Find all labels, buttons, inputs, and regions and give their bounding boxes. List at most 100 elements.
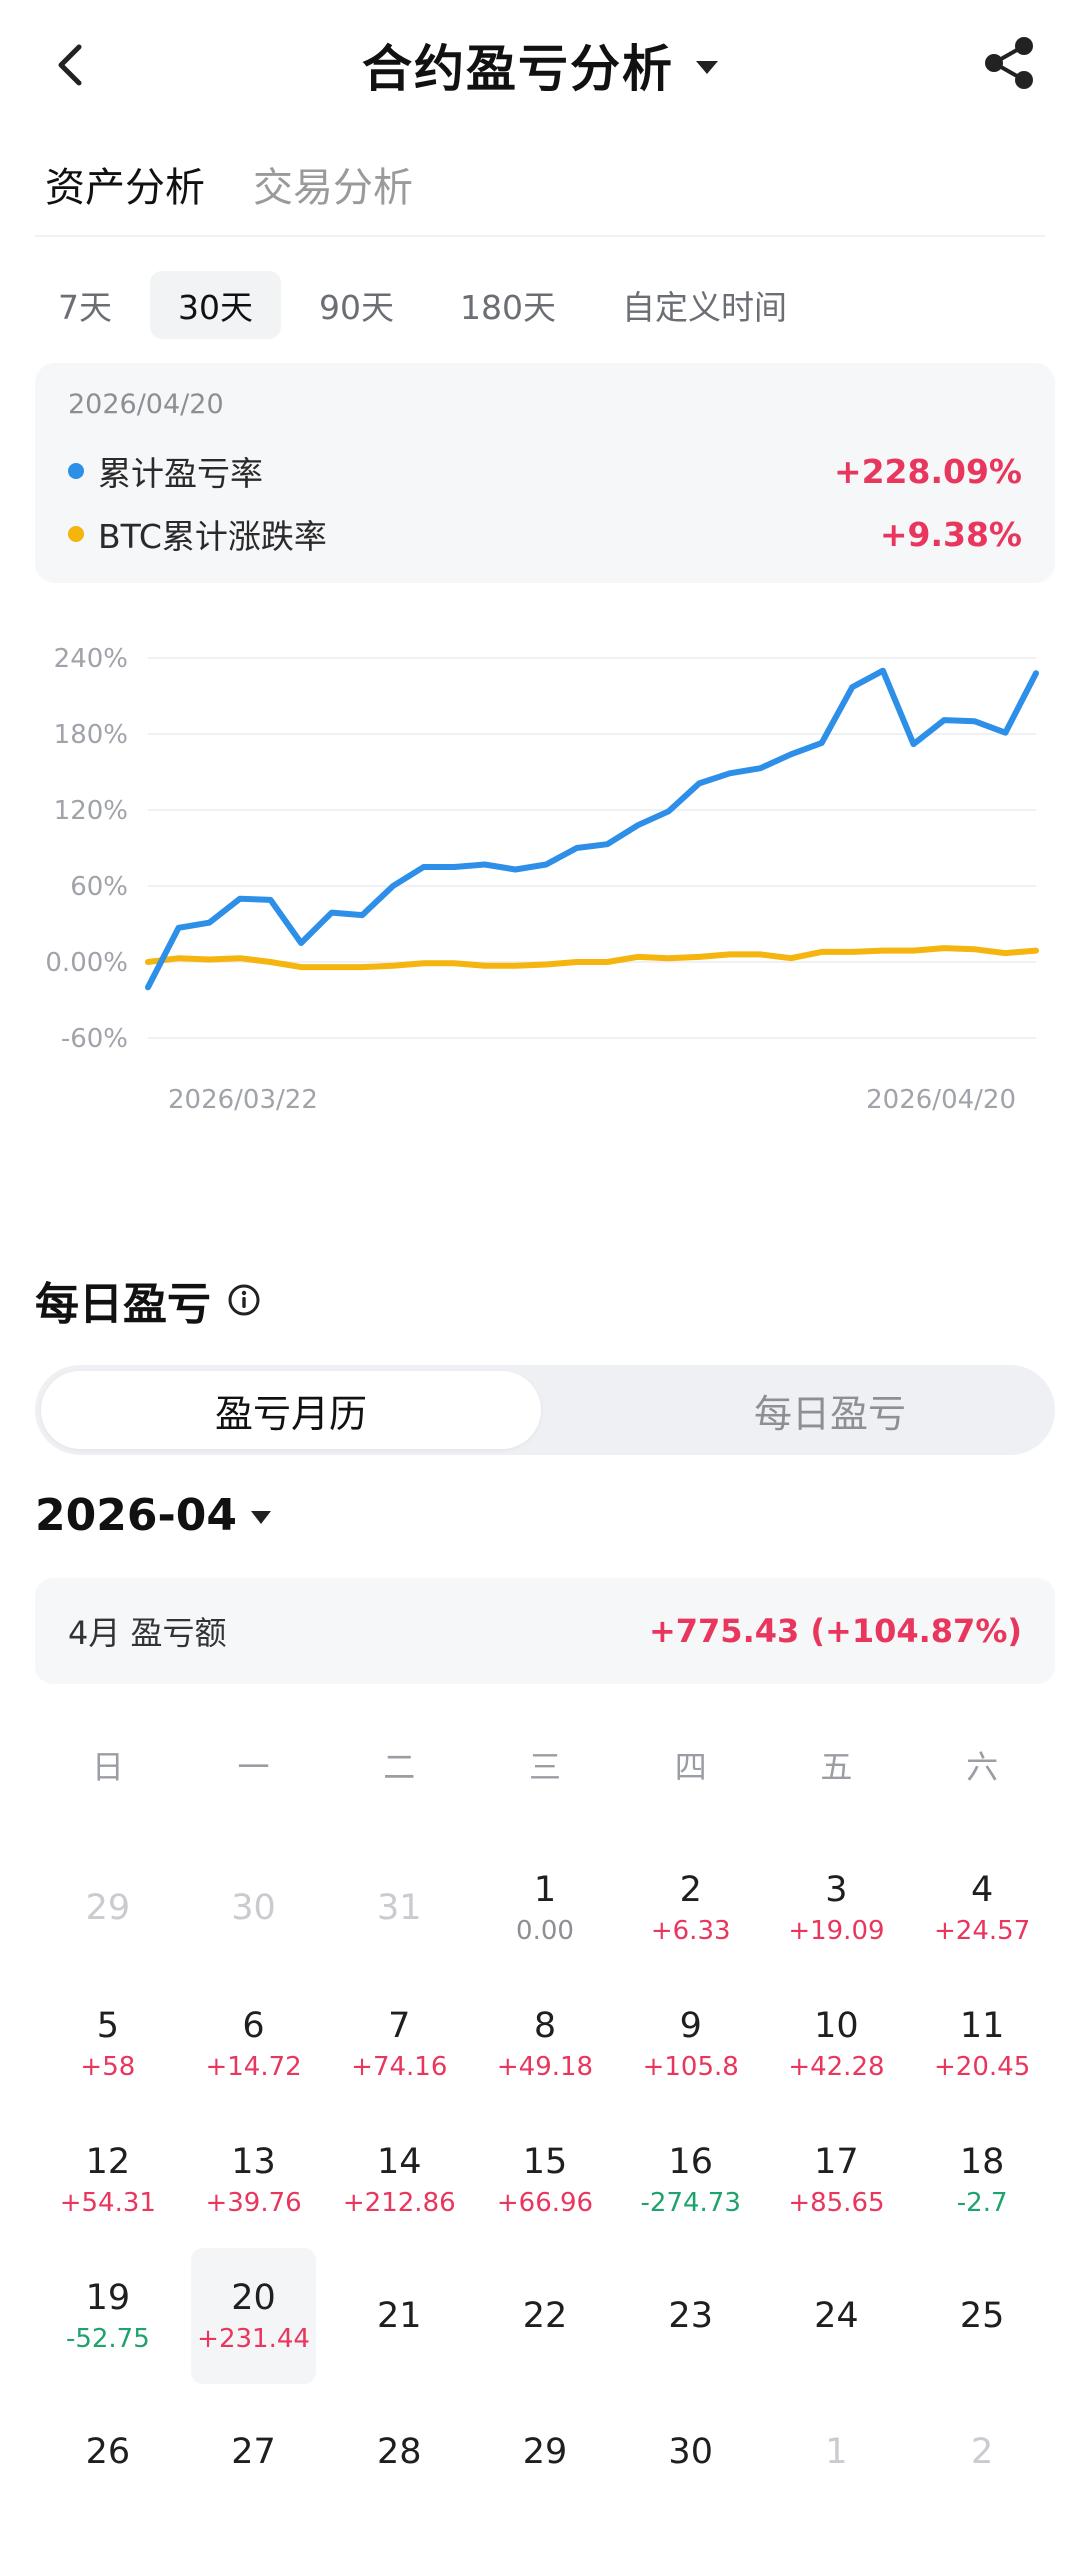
calendar-day[interactable]: 25: [919, 2248, 1045, 2384]
day-number: 6: [242, 2006, 265, 2046]
y-tick-label: 180%: [54, 720, 128, 750]
calendar-day[interactable]: 4 +24.57: [919, 1840, 1045, 1976]
calendar-day[interactable]: 3 +19.09: [774, 1840, 900, 1976]
day-number: 19: [85, 2278, 131, 2318]
calendar-day[interactable]: 5 +58: [45, 1976, 171, 2112]
weekday-label: 日: [91, 1748, 124, 1786]
tab-asset-analysis[interactable]: 资产分析: [45, 165, 205, 211]
calendar-day[interactable]: 13 +39.76: [191, 2112, 317, 2248]
day-number: 18: [959, 2142, 1005, 2182]
calendar-day: 1: [774, 2384, 900, 2520]
day-pnl: +212.86: [342, 2188, 456, 2218]
view-segmented-control: 盈亏月历 每日盈亏: [35, 1365, 1055, 1455]
day-pnl: +105.8: [642, 2052, 739, 2082]
summary-row-pnl: 累计盈亏率 +228.09%: [68, 446, 1022, 496]
calendar-day[interactable]: 7 +74.16: [336, 1976, 462, 2112]
calendar-day: 30: [191, 1840, 317, 1976]
day-pnl: +54.31: [59, 2188, 156, 2218]
calendar-day[interactable]: 19 -52.75: [45, 2248, 171, 2384]
day-number: 8: [533, 2006, 557, 2046]
calendar-day[interactable]: 9 +105.8: [628, 1976, 754, 2112]
period-30d[interactable]: 30天: [150, 271, 281, 339]
day-number: 22: [522, 2296, 568, 2336]
day-pnl: +42.28: [788, 2052, 885, 2082]
caret-down-icon: [696, 60, 718, 74]
calendar-day[interactable]: 26: [45, 2384, 171, 2520]
series-line-btc: [145, 945, 1039, 971]
day-number: 17: [814, 2142, 859, 2182]
y-tick-label: 120%: [54, 796, 128, 826]
month-selector[interactable]: 2026-04: [35, 1480, 271, 1550]
day-number: 12: [85, 2142, 131, 2182]
day-number: 31: [377, 1888, 422, 1928]
period-180d[interactable]: 180天: [460, 288, 556, 327]
period-custom[interactable]: 自定义时间: [622, 288, 787, 327]
back-button[interactable]: [40, 30, 100, 100]
day-pnl: +58: [80, 2052, 136, 2082]
calendar-day[interactable]: 14 +212.86: [336, 2112, 462, 2248]
day-pnl: +14.72: [205, 2052, 302, 2082]
calendar-day[interactable]: 28: [336, 2384, 462, 2520]
chevron-left-icon: [58, 44, 82, 86]
calendar-day[interactable]: 10 +42.28: [774, 1976, 900, 2112]
day-number: 24: [814, 2296, 859, 2336]
calendar-day[interactable]: 16 -274.73: [628, 2112, 754, 2248]
title-dropdown[interactable]: 合约盈亏分析: [0, 30, 1080, 100]
calendar-day[interactable]: 20 +231.44: [190, 2248, 317, 2384]
day-pnl: -52.75: [65, 2324, 150, 2354]
calendar-day[interactable]: 1 0.00: [482, 1840, 608, 1976]
legend-dot-yellow: [68, 526, 84, 542]
y-tick-label: -60%: [61, 1024, 128, 1054]
weekday-label: 三: [528, 1748, 561, 1786]
day-number: 7: [388, 2006, 411, 2046]
day-pnl: +85.65: [788, 2188, 885, 2218]
seg-calendar[interactable]: 盈亏月历: [41, 1371, 541, 1449]
calendar-day[interactable]: 6 +14.72: [191, 1976, 317, 2112]
day-number: 1: [825, 2432, 848, 2472]
calendar-day[interactable]: 21: [336, 2248, 462, 2384]
day-number: 2: [970, 2432, 994, 2472]
divider: [35, 235, 1045, 237]
weekday-label: 二: [383, 1748, 416, 1786]
seg-daily[interactable]: 每日盈亏: [753, 1391, 906, 1436]
summary-value: +9.38%: [879, 514, 1022, 554]
calendar-day[interactable]: 8 +49.18: [482, 1976, 608, 2112]
day-number: 9: [679, 2006, 702, 2046]
calendar-day[interactable]: 22: [482, 2248, 608, 2384]
day-number: 28: [377, 2432, 422, 2472]
summary-label: 累计盈亏率: [98, 454, 263, 493]
x-tick-label: 2026/03/22: [168, 1085, 318, 1115]
pnl-calendar: 日一二三四五六 29 30 31 1 0.00 2 +6.33 3 +19.09 4 +24.57 5…: [35, 1720, 1055, 2520]
day-number: 29: [85, 1888, 131, 1928]
calendar-day[interactable]: 12 +54.31: [45, 2112, 171, 2248]
period-90d[interactable]: 90天: [319, 288, 394, 327]
day-pnl: +74.16: [351, 2052, 448, 2082]
weekday-label: 一: [237, 1748, 270, 1786]
calendar-day[interactable]: 15 +66.96: [482, 2112, 608, 2248]
calendar-day[interactable]: 11 +20.45: [919, 1976, 1045, 2112]
day-number: 15: [522, 2142, 568, 2182]
day-number: 5: [96, 2006, 119, 2046]
calendar-day[interactable]: 18 -2.7: [919, 2112, 1045, 2248]
day-pnl: -274.73: [640, 2188, 741, 2218]
period-7d[interactable]: 7天: [58, 288, 112, 327]
legend-dot-blue: [68, 463, 84, 479]
share-button[interactable]: [975, 28, 1045, 98]
calendar-day[interactable]: 17 +85.65: [774, 2112, 900, 2248]
calendar-day[interactable]: 24: [774, 2248, 900, 2384]
day-pnl: 0.00: [516, 1916, 574, 1946]
calendar-day[interactable]: 23: [628, 2248, 754, 2384]
calendar-day[interactable]: 30: [628, 2384, 754, 2520]
calendar-day[interactable]: 2 +6.33: [628, 1840, 754, 1976]
month-value: 2026-04: [35, 1489, 237, 1541]
pnl-chart[interactable]: 240% 180% 120% 60% 0.00% -60% 2026/03/22 2026/0…: [0, 620, 1080, 1180]
day-number: 30: [231, 1888, 276, 1928]
analysis-tabs: 资产分析 交易分析: [45, 155, 413, 235]
daily-section-header: 每日盈亏: [35, 1265, 261, 1335]
calendar-day[interactable]: 29: [482, 2384, 608, 2520]
tab-trade-analysis[interactable]: 交易分析: [253, 165, 413, 211]
day-number: 27: [231, 2432, 276, 2472]
y-tick-label: 0.00%: [45, 948, 128, 978]
info-icon[interactable]: [227, 1283, 261, 1317]
calendar-day[interactable]: 27: [191, 2384, 317, 2520]
